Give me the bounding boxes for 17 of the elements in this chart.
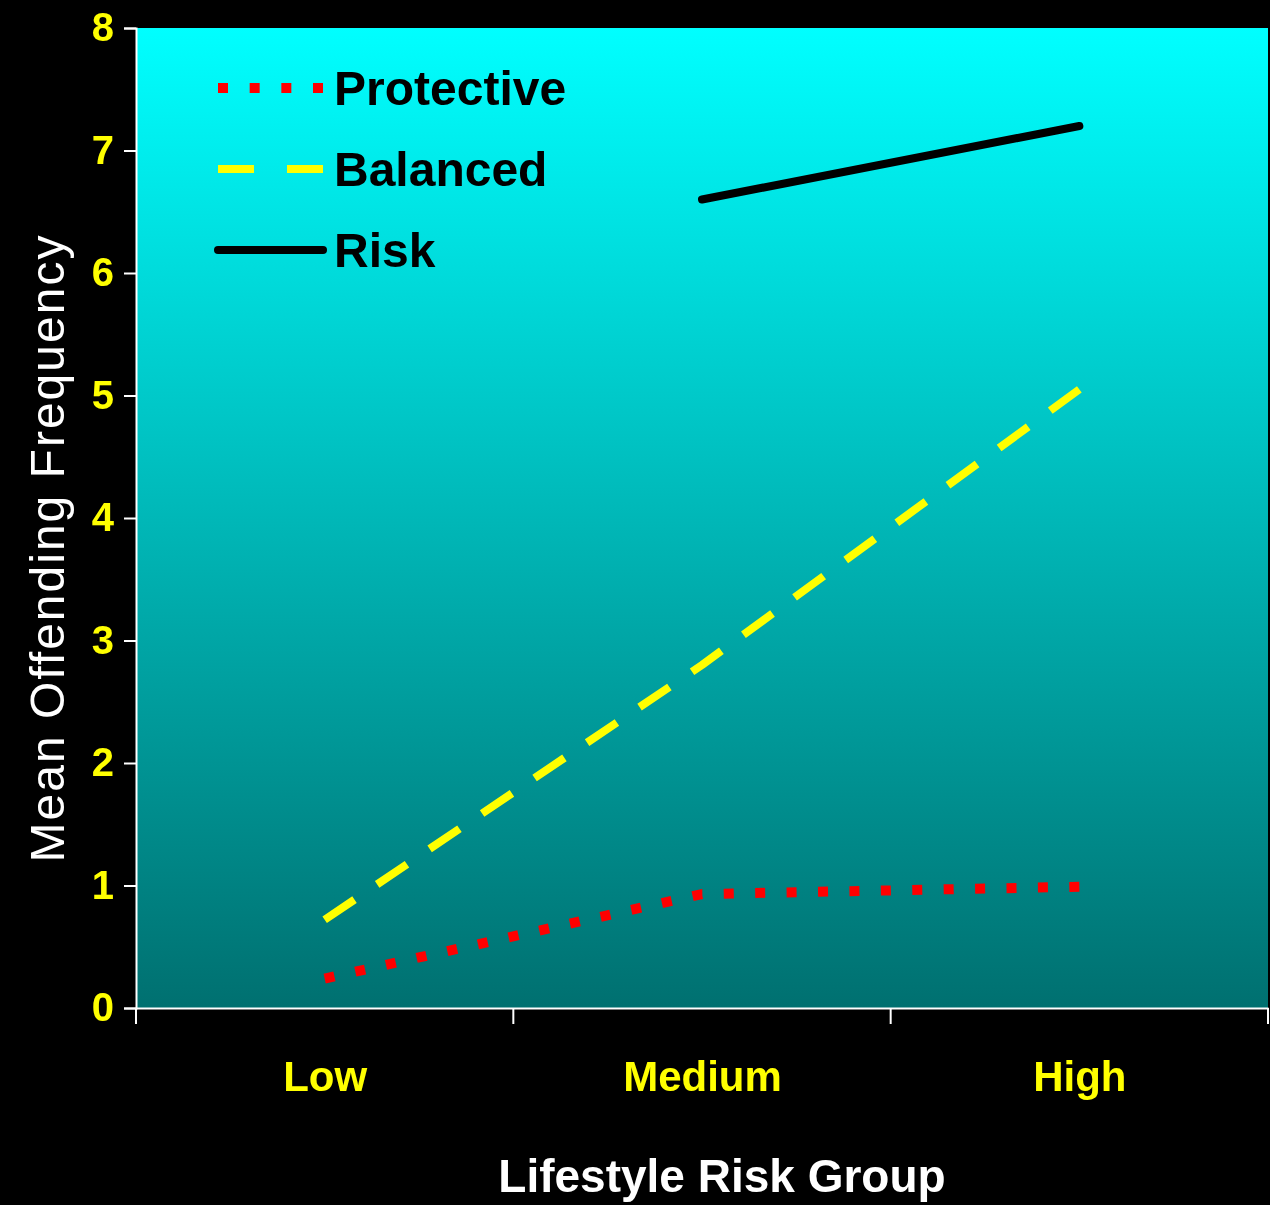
y-tick-label: 6 bbox=[91, 250, 114, 295]
x-axis-title: Lifestyle Risk Group bbox=[498, 1150, 946, 1202]
x-tick-label: Medium bbox=[623, 1052, 782, 1100]
y-tick-label: 7 bbox=[91, 127, 114, 172]
y-tick-label: 8 bbox=[91, 5, 114, 50]
y-axis-title: Mean Offending Frequency bbox=[21, 233, 74, 863]
legend-label: Protective bbox=[334, 62, 567, 115]
y-tick-label: 2 bbox=[91, 740, 114, 785]
y-tick-label: 0 bbox=[91, 985, 114, 1030]
legend-label: Risk bbox=[334, 224, 436, 277]
y-tick-label: 5 bbox=[91, 372, 114, 417]
legend-label: Balanced bbox=[334, 143, 548, 196]
y-tick-label: 3 bbox=[91, 617, 114, 662]
y-tick-label: 1 bbox=[91, 862, 114, 907]
x-tick-label: Low bbox=[283, 1052, 368, 1100]
x-tick-label: High bbox=[1033, 1052, 1127, 1100]
y-tick-label: 4 bbox=[91, 495, 115, 540]
